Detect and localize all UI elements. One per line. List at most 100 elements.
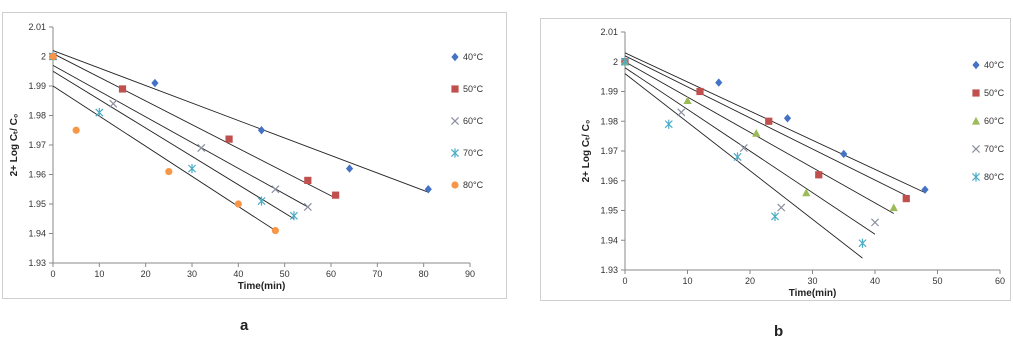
x-tick-label: 40	[870, 276, 880, 286]
x-tick-label: 50	[280, 269, 290, 279]
legend-marker	[450, 116, 460, 126]
y-axis-title: 2+ Log Cₜ/ C₀	[9, 114, 20, 177]
data-point	[770, 211, 780, 222]
data-point	[225, 135, 233, 143]
y-tick-label: 1.98	[600, 116, 618, 126]
y-tick-label: 1.96	[600, 176, 618, 186]
data-point	[733, 152, 742, 162]
chart-b-svg: 0 10 20 30 40 50 60 1.93 1.94 1.95 1.96 1.97 1.98 1.9…	[581, 27, 1005, 299]
legend-label: 50°C	[463, 84, 484, 94]
y-tick-label: 1.98	[28, 111, 46, 121]
data-point	[424, 185, 432, 194]
x-tick-label: 50	[932, 276, 942, 286]
legend-label: 80°C	[984, 172, 1005, 182]
series-3-points	[620, 57, 880, 227]
x-tick-label: 0	[622, 276, 627, 286]
x-tick-label: 60	[326, 269, 336, 279]
x-tick-label: 30	[187, 269, 197, 279]
legend-marker	[451, 181, 459, 189]
x-tick-label: 90	[465, 269, 475, 279]
data-point	[271, 226, 279, 235]
trendline-3	[52, 70, 295, 220]
data-point	[95, 107, 104, 118]
data-point	[840, 149, 848, 159]
legend-label: 80°C	[463, 180, 484, 190]
legend-marker	[971, 116, 981, 125]
trendline-0	[52, 50, 429, 193]
x-tick-label: 20	[745, 276, 755, 286]
data-point	[118, 85, 127, 93]
legend-marker	[972, 60, 980, 70]
y-tick-label: 1.99	[28, 81, 46, 91]
data-point	[257, 126, 266, 135]
trendline-2	[624, 61, 894, 214]
data-point	[696, 87, 704, 96]
data-point	[870, 218, 880, 227]
trendline-3	[624, 67, 876, 235]
x-tick-label: 80	[419, 269, 429, 279]
trendline-0	[624, 52, 926, 194]
x-tick-label: 30	[807, 276, 817, 286]
data-point	[752, 129, 761, 137]
data-point	[739, 144, 748, 153]
legend-label: 60°C	[463, 116, 484, 126]
y-tick-label: 1.95	[600, 206, 618, 216]
data-point	[271, 185, 280, 194]
trendline-1	[624, 55, 907, 197]
data-point	[257, 196, 266, 206]
y-tick-label: 1.97	[600, 146, 618, 156]
chart-panel-a: 0 10 20 30 40 50 60 70 80 90 1.93 1.94 1.95 1.96 1.97 1…	[2, 12, 507, 299]
y-tick-label: 2	[613, 57, 618, 67]
data-point	[889, 203, 898, 212]
x-tick-label: 60	[995, 276, 1005, 286]
legend-marker	[972, 89, 980, 97]
data-point	[151, 78, 159, 88]
series-1-points	[621, 58, 910, 203]
trendline-4	[624, 73, 863, 259]
y-tick-label: 2.01	[600, 27, 618, 37]
data-point	[765, 117, 773, 125]
data-point	[289, 211, 298, 221]
chart-a-svg: 0 10 20 30 40 50 60 70 80 90 1.93 1.94 1.95 1.96 1.97 1…	[9, 22, 484, 292]
legend-marker	[451, 52, 459, 62]
x-tick-label: 70	[372, 269, 382, 279]
legend-label: 60°C	[984, 116, 1005, 126]
data-point	[304, 176, 312, 184]
y-tick-label: 2.01	[28, 22, 46, 32]
legend-label: 70°C	[984, 144, 1005, 154]
data-point	[303, 202, 312, 211]
y-tick-label: 1.96	[28, 170, 46, 180]
legend-marker	[450, 148, 460, 158]
legend-label: 40°C	[984, 60, 1005, 70]
y-axis-title: 2+ Log Cₜ/ C₀	[581, 120, 592, 183]
y-tick-label: 1.97	[28, 140, 46, 150]
caption-b: b	[774, 323, 784, 340]
series-4-points	[49, 52, 279, 235]
x-tick-label: 20	[141, 269, 151, 279]
data-point	[165, 167, 173, 176]
series-3-points	[48, 51, 298, 221]
x-tick-label: 0	[50, 269, 55, 279]
data-point	[72, 126, 80, 134]
data-point	[677, 108, 686, 117]
legend-label: 70°C	[463, 148, 484, 158]
data-point	[345, 164, 354, 173]
data-point	[815, 171, 823, 179]
series-2-points	[620, 57, 898, 212]
data-point	[715, 78, 723, 87]
caption-a: a	[240, 317, 249, 334]
chart-panel-b: 0 10 20 30 40 50 60 1.93 1.94 1.95 1.96 1.97 1.98 1.9…	[540, 18, 1011, 301]
trendline-2	[52, 64, 309, 208]
data-point	[187, 164, 197, 174]
trendline-4	[52, 85, 276, 231]
data-point	[802, 188, 811, 197]
data-point	[664, 119, 673, 129]
data-point	[783, 114, 792, 123]
x-tick-label: 10	[682, 276, 692, 286]
data-point	[683, 96, 692, 105]
y-tick-label: 1.94	[600, 235, 618, 245]
x-tick-label: 10	[94, 269, 104, 279]
legend-marker	[971, 144, 981, 154]
data-point	[921, 185, 929, 194]
y-tick-label: 2	[41, 52, 46, 62]
